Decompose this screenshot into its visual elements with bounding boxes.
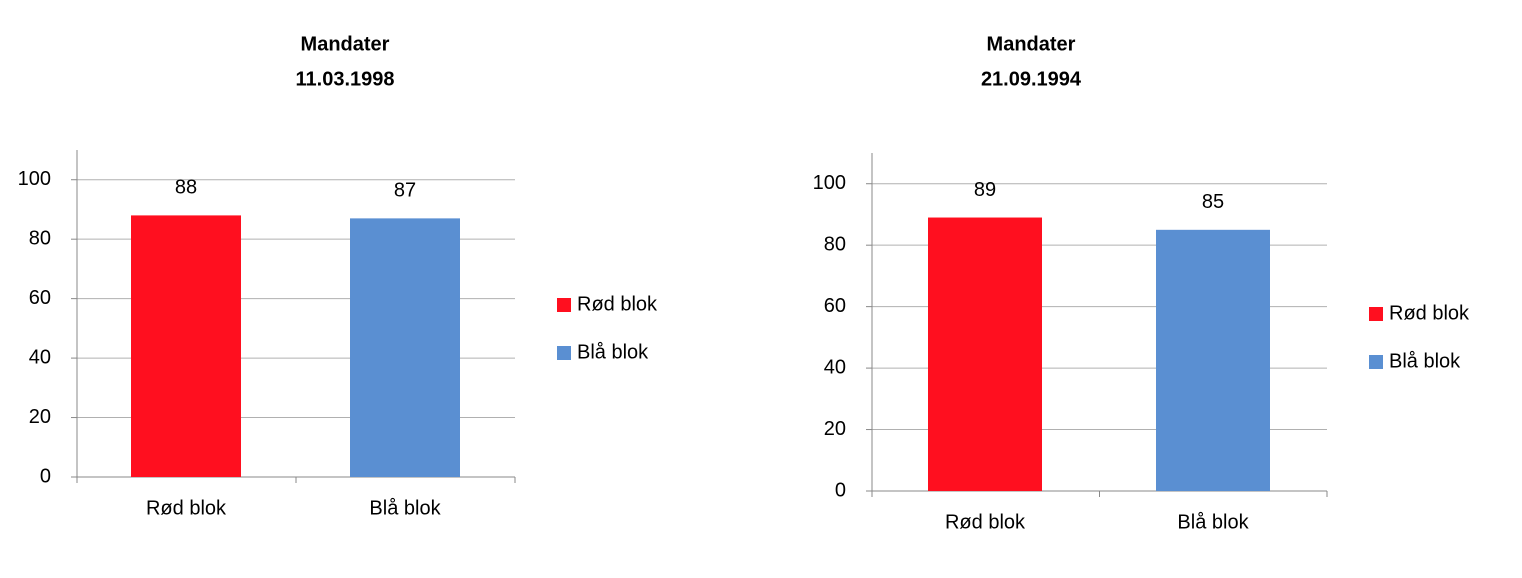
- data-label: 88: [175, 177, 197, 199]
- legend-swatch: [557, 346, 571, 360]
- y-tick-label: 100: [813, 172, 846, 194]
- data-label: 89: [974, 179, 996, 201]
- y-tick-label: 40: [29, 346, 51, 368]
- legend-label: Rød blok: [577, 293, 658, 315]
- y-tick-label: 40: [824, 356, 846, 378]
- bar: [350, 218, 460, 477]
- y-tick-label: 60: [824, 295, 846, 317]
- chart-title: Mandater: [987, 33, 1076, 55]
- y-tick-label: 60: [29, 287, 51, 309]
- y-tick-label: 20: [824, 418, 846, 440]
- legend-label: Blå blok: [1389, 350, 1461, 372]
- x-tick-label: Rød blok: [146, 497, 227, 519]
- legend-swatch: [557, 298, 571, 312]
- legend-label: Rød blok: [1389, 302, 1470, 324]
- y-tick-label: 80: [29, 227, 51, 249]
- y-tick-label: 20: [29, 406, 51, 428]
- legend-swatch: [1369, 355, 1383, 369]
- y-tick-label: 80: [824, 233, 846, 255]
- x-tick-label: Blå blok: [1177, 511, 1249, 533]
- chart-subtitle: 11.03.1998: [296, 68, 395, 90]
- data-label: 85: [1202, 191, 1224, 213]
- legend-label: Blå blok: [577, 341, 649, 363]
- y-tick-label: 100: [18, 168, 51, 190]
- chart-subtitle: 21.09.1994: [981, 68, 1082, 90]
- data-label: 87: [394, 180, 416, 202]
- x-tick-label: Rød blok: [945, 511, 1026, 533]
- chart-title: Mandater: [301, 33, 390, 55]
- bar: [131, 215, 241, 477]
- bar: [928, 217, 1042, 491]
- bar: [1156, 229, 1270, 491]
- x-tick-label: Blå blok: [369, 497, 441, 519]
- legend-swatch: [1369, 307, 1383, 321]
- y-tick-label: 0: [40, 465, 51, 487]
- y-tick-label: 0: [835, 479, 846, 501]
